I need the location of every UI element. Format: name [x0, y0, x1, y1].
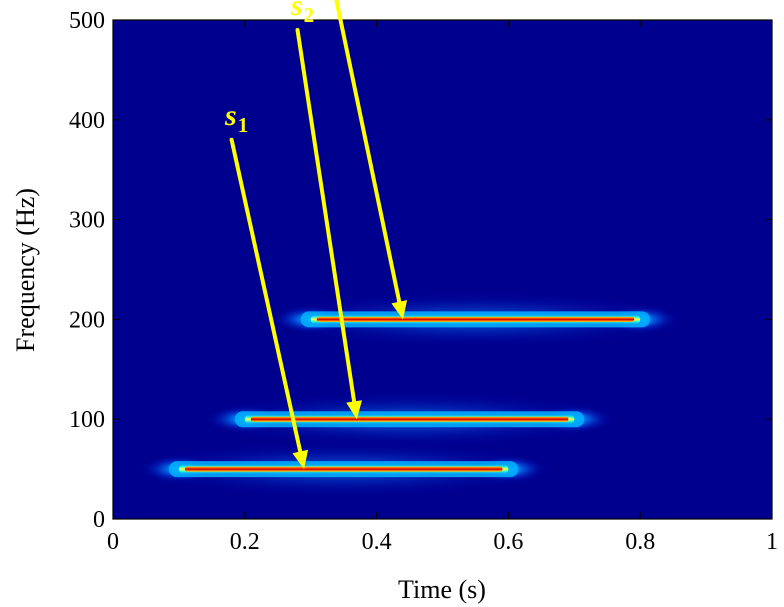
annotation-s3: s3 — [334, 0, 408, 320]
axes: 0 0.2 0.4 0.6 0.8 1 0 100 200 300 400 500 — [69, 8, 778, 555]
annotation-label: s1 — [224, 99, 248, 137]
ridge-core — [316, 316, 635, 322]
component-s2 — [189, 391, 630, 448]
component-s1 — [123, 441, 564, 498]
annotations: s1s2s3 — [224, 0, 408, 470]
x-tick-label: 1 — [766, 529, 778, 555]
plot-frame — [112, 19, 773, 520]
component-s3 — [255, 291, 696, 348]
y-tick-label: 400 — [69, 108, 105, 134]
annotation-letter: s — [290, 0, 303, 22]
signal-components — [123, 291, 696, 498]
annotation-subscript: 1 — [238, 113, 249, 137]
x-axis-label: Time (s) — [398, 575, 486, 604]
arrow-line — [295, 27, 357, 404]
x-tick-label: 0 — [107, 529, 119, 555]
y-axis-label: Frequency (Hz) — [11, 188, 40, 352]
arrow-head — [292, 449, 309, 470]
y-tick-label: 500 — [69, 8, 105, 34]
y-tick-label: 300 — [69, 208, 105, 234]
annotation-letter: s — [224, 99, 237, 132]
x-tick-label: 0.8 — [625, 529, 655, 555]
y-tick-label: 100 — [69, 407, 105, 433]
x-tick-label: 0.2 — [230, 529, 260, 555]
y-tick-label: 200 — [69, 307, 105, 333]
arrow-line — [229, 137, 303, 454]
ridge-core — [250, 416, 569, 422]
x-tick-label: 0.6 — [493, 529, 523, 555]
x-tick-label: 0.4 — [362, 529, 392, 555]
y-tick-label: 0 — [93, 507, 105, 533]
ridge-core — [184, 466, 503, 472]
annotation-subscript: 2 — [304, 3, 315, 27]
annotation-s1: s1 — [224, 99, 309, 470]
arrow-head — [346, 400, 363, 420]
arrow-head — [391, 300, 408, 320]
arrow-line — [334, 0, 402, 304]
annotation-s2: s2 — [290, 0, 363, 420]
annotation-label: s2 — [290, 0, 314, 27]
